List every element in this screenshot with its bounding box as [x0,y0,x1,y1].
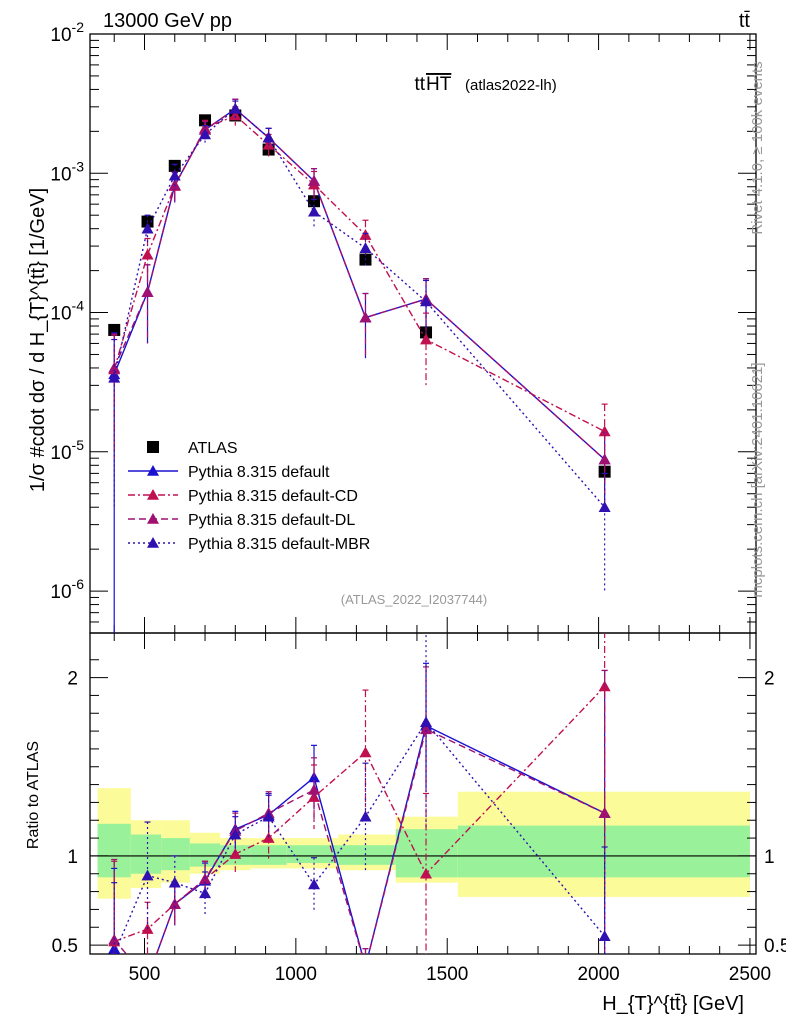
legend-label: Pythia 8.315 default-CD [188,488,358,505]
main-data-point [420,333,433,345]
ratio-series-line [113,720,606,954]
stat-band-bin [250,845,287,865]
plot-title-main: tt [414,74,425,95]
plot-title-overline: HT [426,74,452,95]
mcplots-label: mcplots.cern.ch [arXiv:2401.10621] [749,362,766,597]
main-data-point [308,205,321,217]
main-data-point [359,242,372,253]
ratio-data-point [308,783,321,795]
main-y-tick-label: 10-6 [50,576,84,603]
main-data-point [108,361,121,373]
legend-label: Pythia 8.315 default [188,464,330,481]
ratio-y-tick-label-right: 1 [764,847,775,868]
main-data-point [308,175,321,186]
main-y-tick-label: 10-2 [50,19,84,46]
ratio-axes: 0.5 0.51 12 2500 1000 1500 2000 2500 [52,633,786,985]
stat-band-bin [338,845,396,865]
legend-label: Pythia 8.315 default-MBR [188,536,370,553]
main-series-line [113,107,606,508]
stat-band-bin [130,834,162,874]
legend-label: Pythia 8.315 default-DL [188,512,355,529]
stat-band-bin [161,838,190,871]
main-series-layer [108,98,611,633]
x-tick-label: 2500 [729,964,771,985]
ratio-y-tick-label-right: 0.5 [764,936,786,957]
main-series-line [113,114,605,433]
ratio-data-point [199,887,212,899]
ratio-data-point [262,832,275,843]
ratio-data-point [229,848,242,859]
x-tick-label: 1000 [275,964,317,985]
ratio-y-tick-label: 1 [67,847,78,868]
x-tick-label: 2000 [577,964,619,985]
ratio-data-point [262,810,275,822]
main-data-point [229,102,242,114]
stat-band-bin [286,845,339,864]
ratio-plot-frame [89,632,757,955]
legend-marker [147,537,159,548]
ratio-data-point [359,810,372,822]
main-data-point [359,311,372,323]
header-right: tt̄ [739,10,751,32]
main-data-point [141,248,154,260]
x-axis-label: H_{T}^{tt̄} [GeV] [602,993,744,1015]
ratio-data-point [110,948,118,954]
ratio-data-point [229,828,242,840]
stat-band-bin [457,825,750,878]
rivet-version-label: Rivet 4.1.0, ≥ 100k events [749,61,766,234]
main-data-point [598,501,611,513]
main-y-tick-label: 10-3 [50,158,84,185]
analysis-id: (ATLAS_2022_I2037744) [341,592,487,607]
ratio-data-point [359,746,372,758]
ratio-series-line [113,686,606,943]
plot-title-sub: (atlas2022-lh) [465,77,557,94]
ratio-data-point [598,930,611,941]
main-data-point [262,131,275,143]
ratio-data-point [420,867,433,879]
main-data-point [598,453,611,465]
ratio-series-layer [108,633,611,971]
legend-label: ATLAS [188,440,238,457]
ratio-series-line [113,728,605,954]
main-y-tick-label: 10-4 [50,298,84,325]
ratio-data-point [168,898,181,909]
ratio-data-point [168,876,181,888]
main-y-tick-label: 10-5 [50,437,84,464]
ratio-data-point [359,960,371,971]
legend-marker [147,489,159,500]
main-data-point [141,286,154,297]
stat-band-bin [189,843,221,867]
x-tick-label: 500 [129,964,161,985]
ratio-data-point [359,960,371,971]
ratio-data-point [420,723,433,735]
main-data-point [199,128,212,140]
ratio-y-tick-label: 2 [67,669,78,690]
ratio-data-point [598,807,611,818]
legend-marker-atlas [147,441,159,453]
main-y-axis-label: 1/σ #cdot dσ / d H_{T}^{tt̄} [1/GeV] [27,188,49,492]
x-tick-label: 1500 [426,964,468,985]
ratio-data-point [420,716,433,727]
legend-marker [147,513,159,524]
ratio-y-axis-label: Ratio to ATLAS [25,741,42,849]
main-data-point [141,222,154,234]
legend-marker [147,465,159,476]
ratio-y-tick-label: 0.5 [52,936,78,957]
main-data-point [168,169,181,181]
legend: ATLAS Pythia 8.315 default Pythia 8.315 de… [128,440,370,553]
main-axes: 10-6 10-5 10-4 10-3 10-2 [50,19,756,634]
ratio-data-point [308,878,321,890]
ratio-uncertainty-bands [90,788,756,899]
ratio-data-point [141,869,154,881]
header-left: 13000 GeV pp [103,10,232,32]
main-data-point [598,425,611,437]
main-data-point [420,295,433,307]
ratio-y-tick-label-right: 2 [764,669,775,690]
main-series-line [113,107,606,461]
main-data-point [108,371,121,383]
